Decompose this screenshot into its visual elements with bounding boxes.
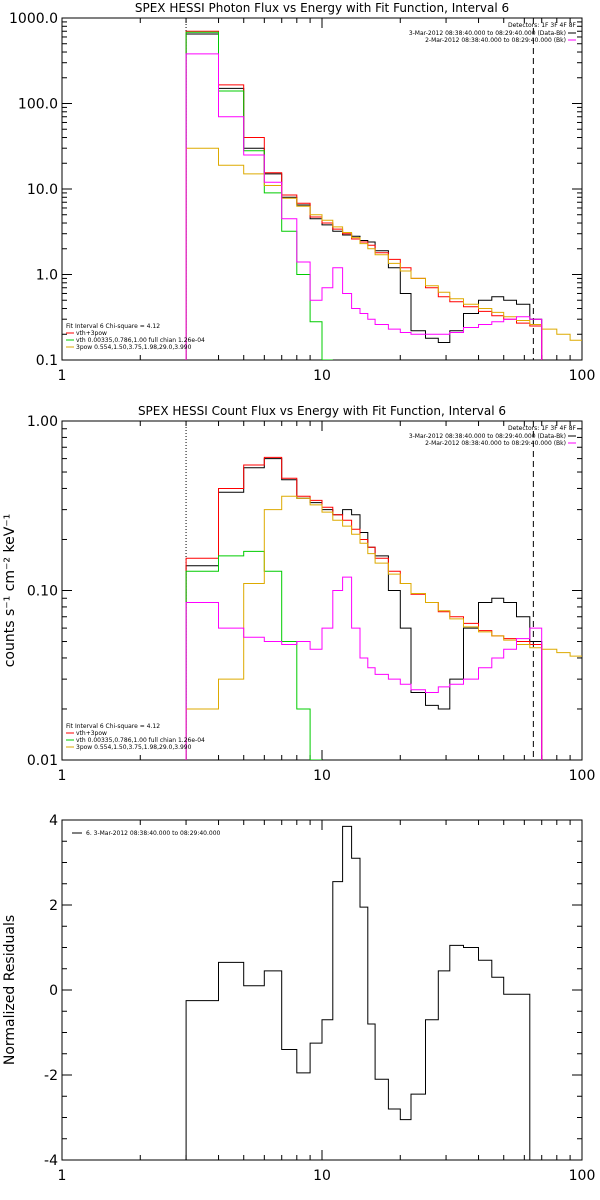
fit-legend-label: vth 0.00335,0.786,1.00 full chian 1.26e-… bbox=[76, 737, 205, 744]
y-tick-label: 1.0 bbox=[36, 268, 58, 284]
fit-chi-square-label: Fit Interval 6 Chi-square = 4.12 bbox=[66, 323, 160, 330]
residuals-legend-label: 6. 3-Mar-2012 08:38:40.000 to 08:29:40.0… bbox=[86, 830, 221, 837]
chart-title: SPEX HESSI Photon Flux vs Energy with Fi… bbox=[135, 1, 509, 15]
y-axis-label: counts s⁻¹ cm⁻² keV⁻¹ bbox=[2, 514, 18, 668]
chart-panel-1: 1 10 100 0.1 1.0 10.0 100.0 1000.0 SPEX HESSI Ph… bbox=[9, 1, 595, 384]
detectors-label: Detectors: 1F 3F 4F 8F bbox=[508, 22, 577, 29]
chart-title: SPEX HESSI Count Flux vs Energy with Fit… bbox=[138, 404, 506, 418]
fit-legend-label: 3pow 0.554,1.50,3.75,1.98,29.0,3.990 bbox=[76, 744, 192, 751]
y-tick-label: 2 bbox=[49, 898, 58, 914]
chart-panel-3: 1 10 100 -4 -2 0 2 4 Normalized Residuals 6. 3-Ma… bbox=[2, 813, 595, 1184]
y-tick-label: 0.1 bbox=[36, 353, 58, 369]
plot-frame bbox=[61, 420, 583, 761]
legend-entry-label: 2-Mar-2012 08:38:40.000 to 08:29:40.000 … bbox=[425, 37, 566, 44]
series-bk-line bbox=[185, 53, 543, 360]
x-tick-label: 100 bbox=[569, 768, 596, 784]
y-tick-label: 0.10 bbox=[27, 584, 58, 600]
fit-legend-label: vth 0.00335,0.786,1.00 full chian 1.26e-… bbox=[76, 337, 205, 344]
series-6--line bbox=[185, 825, 531, 1160]
y-tick-label: 4 bbox=[49, 813, 58, 829]
chart-panel-2: 1 10 100 0.01 0.10 1.00 SPEX HESSI Count Flux … bbox=[2, 404, 595, 784]
x-tick-label: 1 bbox=[58, 368, 67, 384]
series-3pow-line bbox=[185, 147, 582, 360]
series-vth-line bbox=[185, 550, 322, 760]
y-tick-label: 0 bbox=[49, 983, 58, 999]
series-3pow-line bbox=[185, 495, 582, 760]
x-tick-label: 10 bbox=[313, 768, 331, 784]
plot-frame bbox=[61, 17, 583, 361]
series-vth-3pow-line bbox=[185, 456, 543, 760]
fit-legend-label: 3pow 0.554,1.50,3.75,1.98,29.0,3.990 bbox=[76, 344, 192, 351]
legend-entry-label: 3-Mar-2012 08:38:40.000 to 08:29:40.000 … bbox=[409, 30, 566, 37]
series-vth-line bbox=[185, 31, 333, 360]
fit-legend-label: vth+3pow bbox=[76, 730, 107, 737]
fit-legend-label: vth+3pow bbox=[76, 330, 107, 337]
y-tick-label: 100.0 bbox=[18, 97, 58, 113]
series-data-bk-line bbox=[185, 458, 543, 760]
y-tick-label: 0.01 bbox=[27, 753, 58, 769]
x-tick-label: 100 bbox=[569, 1168, 596, 1184]
legend-entry-label: 3-Mar-2012 08:38:40.000 to 08:29:40.000 … bbox=[409, 433, 566, 440]
y-tick-label: -2 bbox=[44, 1068, 58, 1084]
x-tick-label: 10 bbox=[313, 368, 331, 384]
x-tick-label: 1 bbox=[58, 1168, 67, 1184]
detectors-label: Detectors: 1F 3F 4F 8F bbox=[508, 425, 577, 432]
fit-chi-square-label: Fit Interval 6 Chi-square = 4.12 bbox=[66, 723, 160, 730]
y-tick-label: 10.0 bbox=[27, 182, 58, 198]
y-tick-label: -4 bbox=[44, 1153, 58, 1169]
x-tick-label: 100 bbox=[569, 368, 596, 384]
x-tick-label: 1 bbox=[58, 768, 67, 784]
y-tick-label: 1.00 bbox=[27, 414, 58, 430]
y-tick-label: 1000.0 bbox=[9, 11, 58, 27]
legend-entry-label: 2-Mar-2012 08:38:40.000 to 08:29:40.000 … bbox=[425, 440, 566, 447]
series-bk-line bbox=[185, 576, 543, 760]
x-tick-label: 10 bbox=[313, 1168, 331, 1184]
series-vth-3pow-line bbox=[185, 30, 543, 360]
y-axis-label: Normalized Residuals bbox=[2, 915, 18, 1065]
